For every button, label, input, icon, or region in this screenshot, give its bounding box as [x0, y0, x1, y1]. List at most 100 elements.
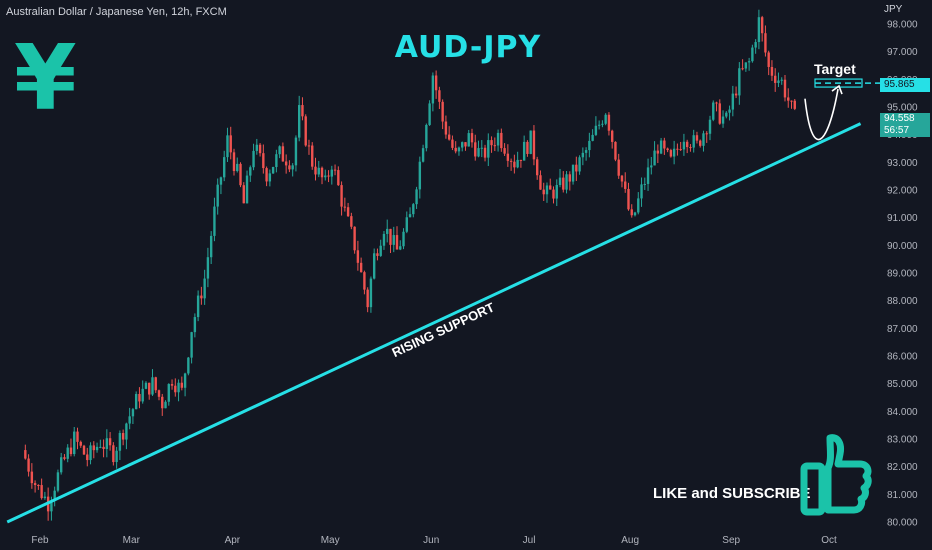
- candle-body: [141, 388, 144, 402]
- candle-body: [519, 159, 523, 161]
- candle-body: [568, 174, 572, 182]
- candle-body: [669, 150, 673, 157]
- candle-body: [356, 250, 360, 263]
- candle-body: [239, 163, 242, 186]
- candle-body: [692, 135, 695, 148]
- candle-body: [428, 103, 431, 125]
- candle-body: [311, 145, 314, 167]
- candle-body: [324, 175, 327, 178]
- candle-body: [516, 159, 519, 168]
- thumbs-up-icon: [800, 434, 872, 516]
- candle-body: [682, 141, 686, 150]
- x-axis: Feb Mar Apr May Jun Jul Aug Sep Oct: [31, 535, 837, 546]
- yen-sign-icon: ¥: [14, 26, 77, 131]
- candle-body: [630, 209, 633, 216]
- candle-body: [76, 431, 79, 442]
- candle-body: [27, 458, 30, 472]
- candle-body: [715, 102, 718, 104]
- candle-body: [33, 483, 37, 485]
- candle-body: [633, 212, 637, 216]
- candle-body: [271, 166, 275, 174]
- candle-body: [69, 447, 73, 455]
- candle-body: [777, 80, 780, 83]
- candle-body: [591, 134, 594, 141]
- y-tick-label: 83.000: [887, 435, 918, 446]
- y-tick-label: 95.000: [887, 103, 918, 114]
- candle-body: [242, 185, 245, 204]
- candle-body: [304, 116, 307, 146]
- candle-body: [291, 165, 294, 170]
- y-tick-label: 87.000: [887, 324, 918, 335]
- candle-body: [421, 148, 425, 162]
- candle-body: [757, 17, 761, 43]
- candle-body: [288, 165, 291, 170]
- rising-support-label: RISING SUPPORT: [390, 299, 497, 360]
- candle-body: [552, 189, 555, 199]
- candle-body: [50, 500, 53, 512]
- candle-body: [294, 137, 298, 166]
- y-tick-label: 81.000: [887, 490, 918, 501]
- candle-body: [320, 167, 324, 178]
- candle-body: [751, 47, 754, 62]
- x-tick-label: May: [321, 535, 340, 546]
- y-tick-label: 89.000: [887, 269, 918, 280]
- candle-body: [399, 246, 402, 250]
- candle-body: [790, 100, 793, 102]
- candle-body: [607, 114, 611, 131]
- candle-body: [382, 233, 386, 246]
- candle-body: [447, 134, 451, 140]
- candle-body: [102, 446, 105, 449]
- candle-body: [526, 141, 529, 154]
- candle-body: [66, 447, 69, 459]
- candle-body: [721, 116, 725, 124]
- candle-body: [333, 169, 337, 171]
- candle-body: [112, 445, 115, 463]
- candle-body: [219, 177, 223, 185]
- candle-body: [53, 490, 56, 501]
- candle-body: [718, 103, 721, 124]
- candle-body: [151, 377, 154, 395]
- candle-body: [82, 445, 86, 455]
- y-tick-label: 80.000: [887, 518, 918, 529]
- candle-body: [366, 289, 369, 308]
- candle-body: [343, 206, 347, 208]
- candle-body: [213, 206, 216, 236]
- candle-body: [402, 231, 405, 247]
- candle-body: [415, 189, 418, 205]
- candle-body: [624, 181, 627, 189]
- y-tick-label: 93.000: [887, 158, 918, 169]
- candle-body: [24, 450, 27, 459]
- candle-body: [503, 148, 506, 154]
- candle-body: [744, 62, 748, 69]
- last-price-tag: 94.558 56:57: [880, 113, 930, 137]
- candle-body: [278, 146, 281, 155]
- candle-body: [708, 119, 712, 134]
- candle-body: [350, 216, 353, 227]
- candle-body: [395, 235, 399, 250]
- candle-body: [637, 198, 640, 213]
- candle-body: [653, 150, 656, 166]
- candle-body: [496, 132, 500, 146]
- candle-body: [702, 133, 705, 146]
- candle-body: [249, 167, 252, 176]
- candle-body: [56, 472, 60, 491]
- candle-body: [477, 148, 480, 157]
- candle-body: [379, 245, 382, 256]
- candle-body: [284, 161, 288, 166]
- candle-body: [105, 438, 109, 449]
- candle-body: [676, 148, 679, 150]
- candle-body: [154, 377, 157, 391]
- candle-body: [275, 154, 278, 167]
- candle-body: [666, 148, 669, 151]
- candle-body: [314, 166, 317, 175]
- candle-body: [359, 262, 363, 273]
- y-tick-label: 85.000: [887, 379, 918, 390]
- candle-body: [190, 332, 193, 358]
- candle-body: [203, 278, 206, 299]
- candle-body: [461, 142, 464, 148]
- candle-body: [95, 446, 99, 451]
- candle-body: [206, 257, 210, 279]
- candle-body: [161, 396, 164, 409]
- candle-body: [454, 147, 457, 152]
- candle-body: [627, 188, 630, 210]
